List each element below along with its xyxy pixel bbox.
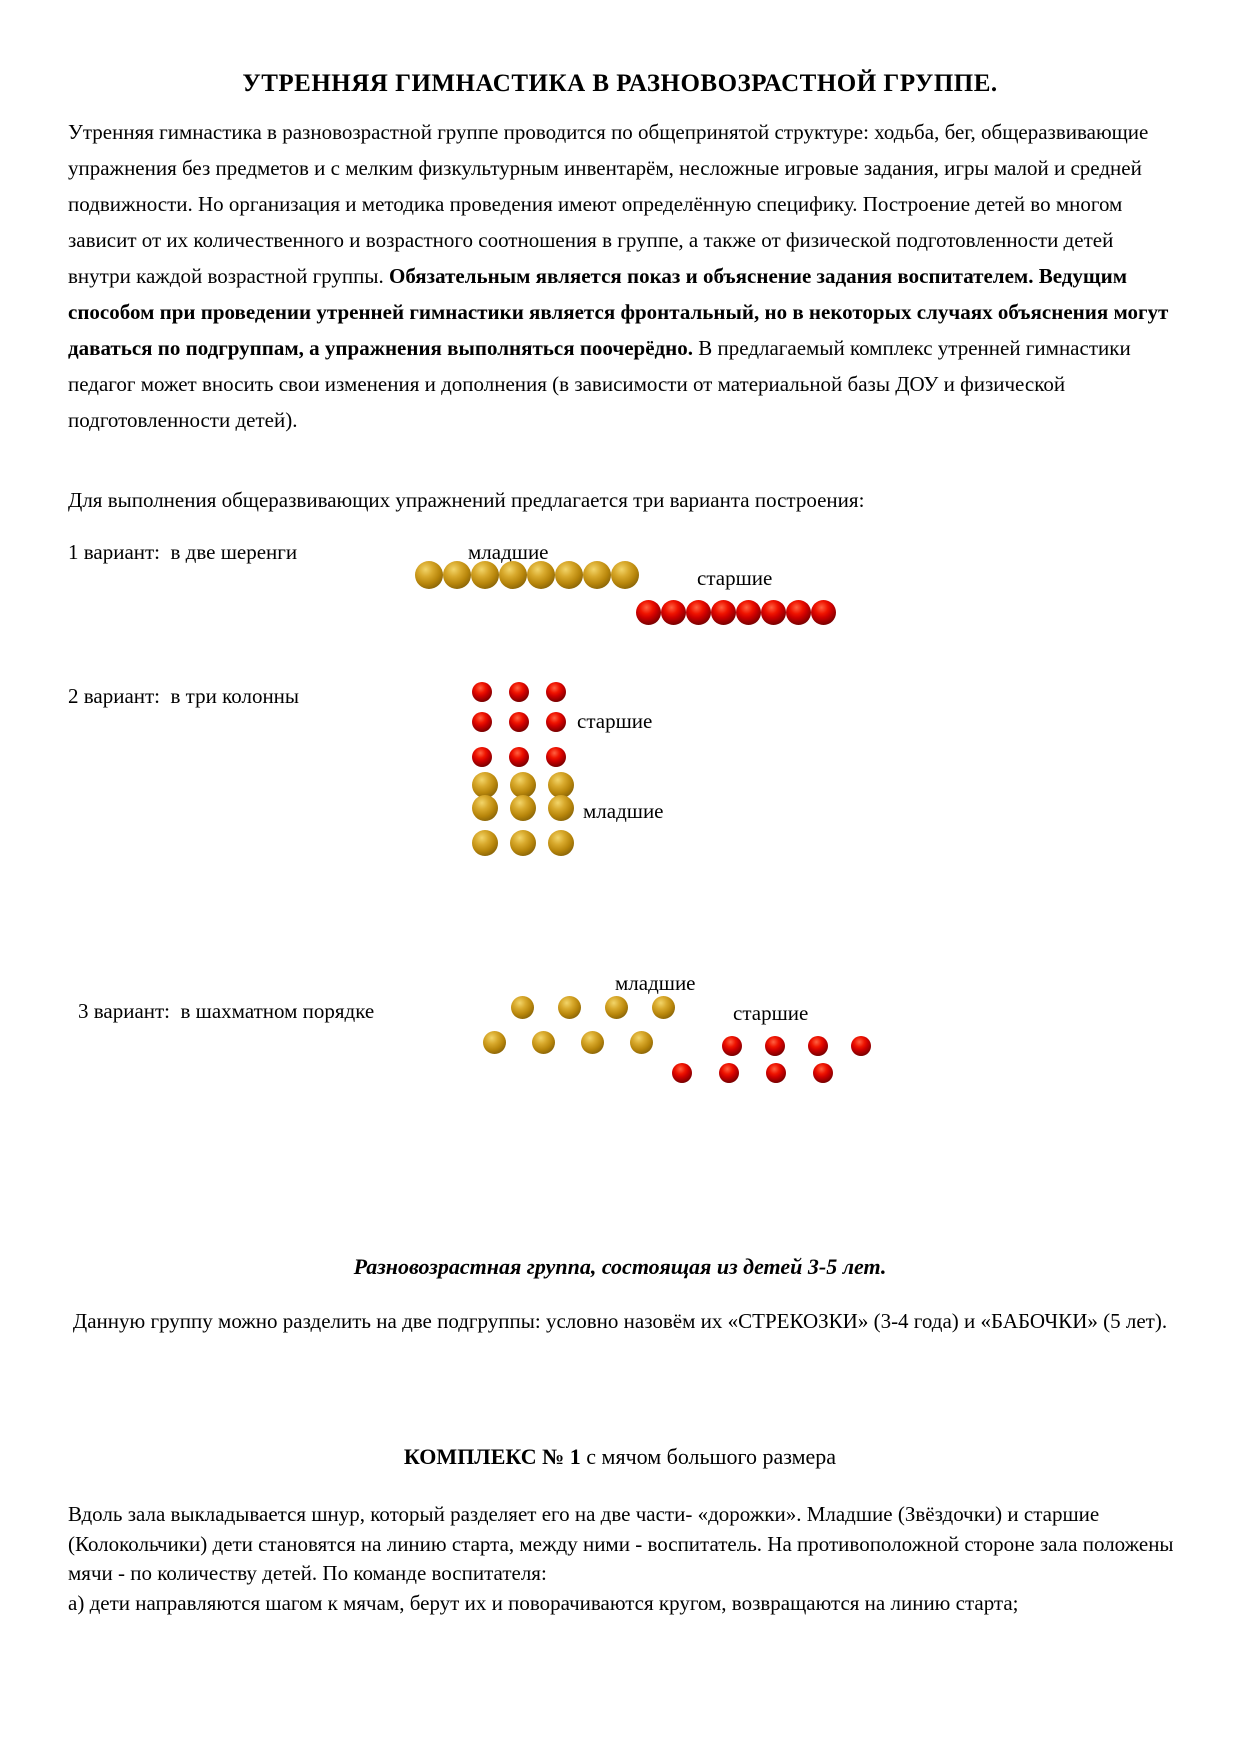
variant3-younger-row-2 xyxy=(483,1031,653,1054)
younger-child-ball xyxy=(472,772,498,798)
younger-child-ball xyxy=(548,772,574,798)
younger-child-ball xyxy=(471,561,499,589)
older-child-ball xyxy=(509,747,529,767)
older-child-ball xyxy=(811,600,836,625)
older-child-ball xyxy=(736,600,761,625)
younger-child-ball xyxy=(443,561,471,589)
younger-child-ball xyxy=(605,996,628,1019)
variant3-younger-label: младшие xyxy=(615,971,696,995)
younger-child-ball xyxy=(472,830,498,856)
older-child-ball xyxy=(472,682,492,702)
variant3-older-label: старшие xyxy=(733,1001,809,1025)
document-title: УТРЕННЯЯ ГИМНАСТИКА В РАЗНОВОЗРАСТНОЙ ГР… xyxy=(242,70,998,97)
variant3-label: 3 вариант: в шахматном порядке xyxy=(78,999,375,1023)
older-child-ball xyxy=(711,600,736,625)
older-child-ball xyxy=(761,600,786,625)
complex1-item-a: а) дети направляются шагом к мячам, беру… xyxy=(68,1590,1019,1615)
older-child-ball xyxy=(636,600,661,625)
younger-child-ball xyxy=(558,996,581,1019)
variant1-older-label: старшие xyxy=(697,566,773,590)
older-child-ball xyxy=(808,1036,828,1056)
younger-child-ball xyxy=(555,561,583,589)
older-child-ball xyxy=(472,712,492,732)
younger-child-ball xyxy=(483,1031,506,1054)
younger-child-ball xyxy=(499,561,527,589)
older-child-ball xyxy=(509,682,529,702)
younger-child-ball xyxy=(472,795,498,821)
variant2-younger-row-3 xyxy=(472,830,574,856)
older-child-ball xyxy=(546,747,566,767)
variant2-younger-row-2 xyxy=(472,795,574,821)
variant2-older-label: старшие xyxy=(577,709,653,733)
older-child-ball xyxy=(472,747,492,767)
age-group-text: Данную группу можно разделить на две под… xyxy=(72,1309,1168,1333)
intro-text-tail: В предлагаемый комплекс утренней гимнаст… xyxy=(68,336,1131,432)
complex1-paragraph: Вдоль зала выкладывается шнур, который р… xyxy=(68,1500,1178,1618)
older-child-ball xyxy=(851,1036,871,1056)
complex1-paragraph-text: Вдоль зала выкладывается шнур, который р… xyxy=(68,1502,1174,1585)
variant3-younger-row-1 xyxy=(511,996,675,1019)
younger-child-ball xyxy=(511,996,534,1019)
variants-intro-text: Для выполнения общеразвивающих упражнени… xyxy=(68,488,865,512)
older-child-ball xyxy=(546,682,566,702)
younger-child-ball xyxy=(548,830,574,856)
intro-text-lead: Утренняя гимнастика в разновозрастной гр… xyxy=(68,120,1149,288)
younger-child-ball xyxy=(630,1031,653,1054)
older-child-ball xyxy=(765,1036,785,1056)
younger-child-ball xyxy=(581,1031,604,1054)
variant1-younger-row xyxy=(415,561,639,589)
variant2-older-row-3 xyxy=(472,747,566,767)
variant3-older-row-1 xyxy=(722,1036,871,1056)
complex1-heading-subtitle: с мячом большого размера xyxy=(580,1444,837,1469)
variant2-older-row-1 xyxy=(472,682,566,702)
younger-child-ball xyxy=(510,772,536,798)
older-child-ball xyxy=(672,1063,692,1083)
younger-child-ball xyxy=(527,561,555,589)
older-child-ball xyxy=(813,1063,833,1083)
variant2-younger-label: младшие xyxy=(583,799,664,823)
younger-child-ball xyxy=(532,1031,555,1054)
variant1-younger-label: младшие xyxy=(468,540,549,564)
older-child-ball xyxy=(722,1036,742,1056)
complex1-heading: КОМПЛЕКС № 1 с мячом большого размера xyxy=(0,1444,1240,1470)
older-child-ball xyxy=(546,712,566,732)
younger-child-ball xyxy=(548,795,574,821)
younger-child-ball xyxy=(415,561,443,589)
younger-child-ball xyxy=(510,830,536,856)
younger-child-ball xyxy=(652,996,675,1019)
variant2-label: 2 вариант: в три колонны xyxy=(68,684,300,708)
variant1-label: 1 вариант: в две шеренги xyxy=(68,540,298,564)
older-child-ball xyxy=(686,600,711,625)
variant2-younger-row-1 xyxy=(472,772,574,798)
older-child-ball xyxy=(786,600,811,625)
younger-child-ball xyxy=(583,561,611,589)
complex1-heading-number: КОМПЛЕКС № 1 xyxy=(403,1444,581,1469)
intro-text-emphasis: Обязательным является показ и объяснение… xyxy=(68,264,1169,360)
older-child-ball xyxy=(661,600,686,625)
variant3-older-row-2 xyxy=(672,1063,833,1083)
older-child-ball xyxy=(719,1063,739,1083)
older-child-ball xyxy=(509,712,529,732)
younger-child-ball xyxy=(510,795,536,821)
older-child-ball xyxy=(766,1063,786,1083)
age-group-heading: Разновозрастная группа, состоящая из дет… xyxy=(353,1254,887,1279)
younger-child-ball xyxy=(611,561,639,589)
variant2-older-row-2 xyxy=(472,712,566,732)
variant1-older-row xyxy=(636,600,836,625)
intro-paragraph: Утренняя гимнастика в разновозрастной гр… xyxy=(68,114,1176,438)
